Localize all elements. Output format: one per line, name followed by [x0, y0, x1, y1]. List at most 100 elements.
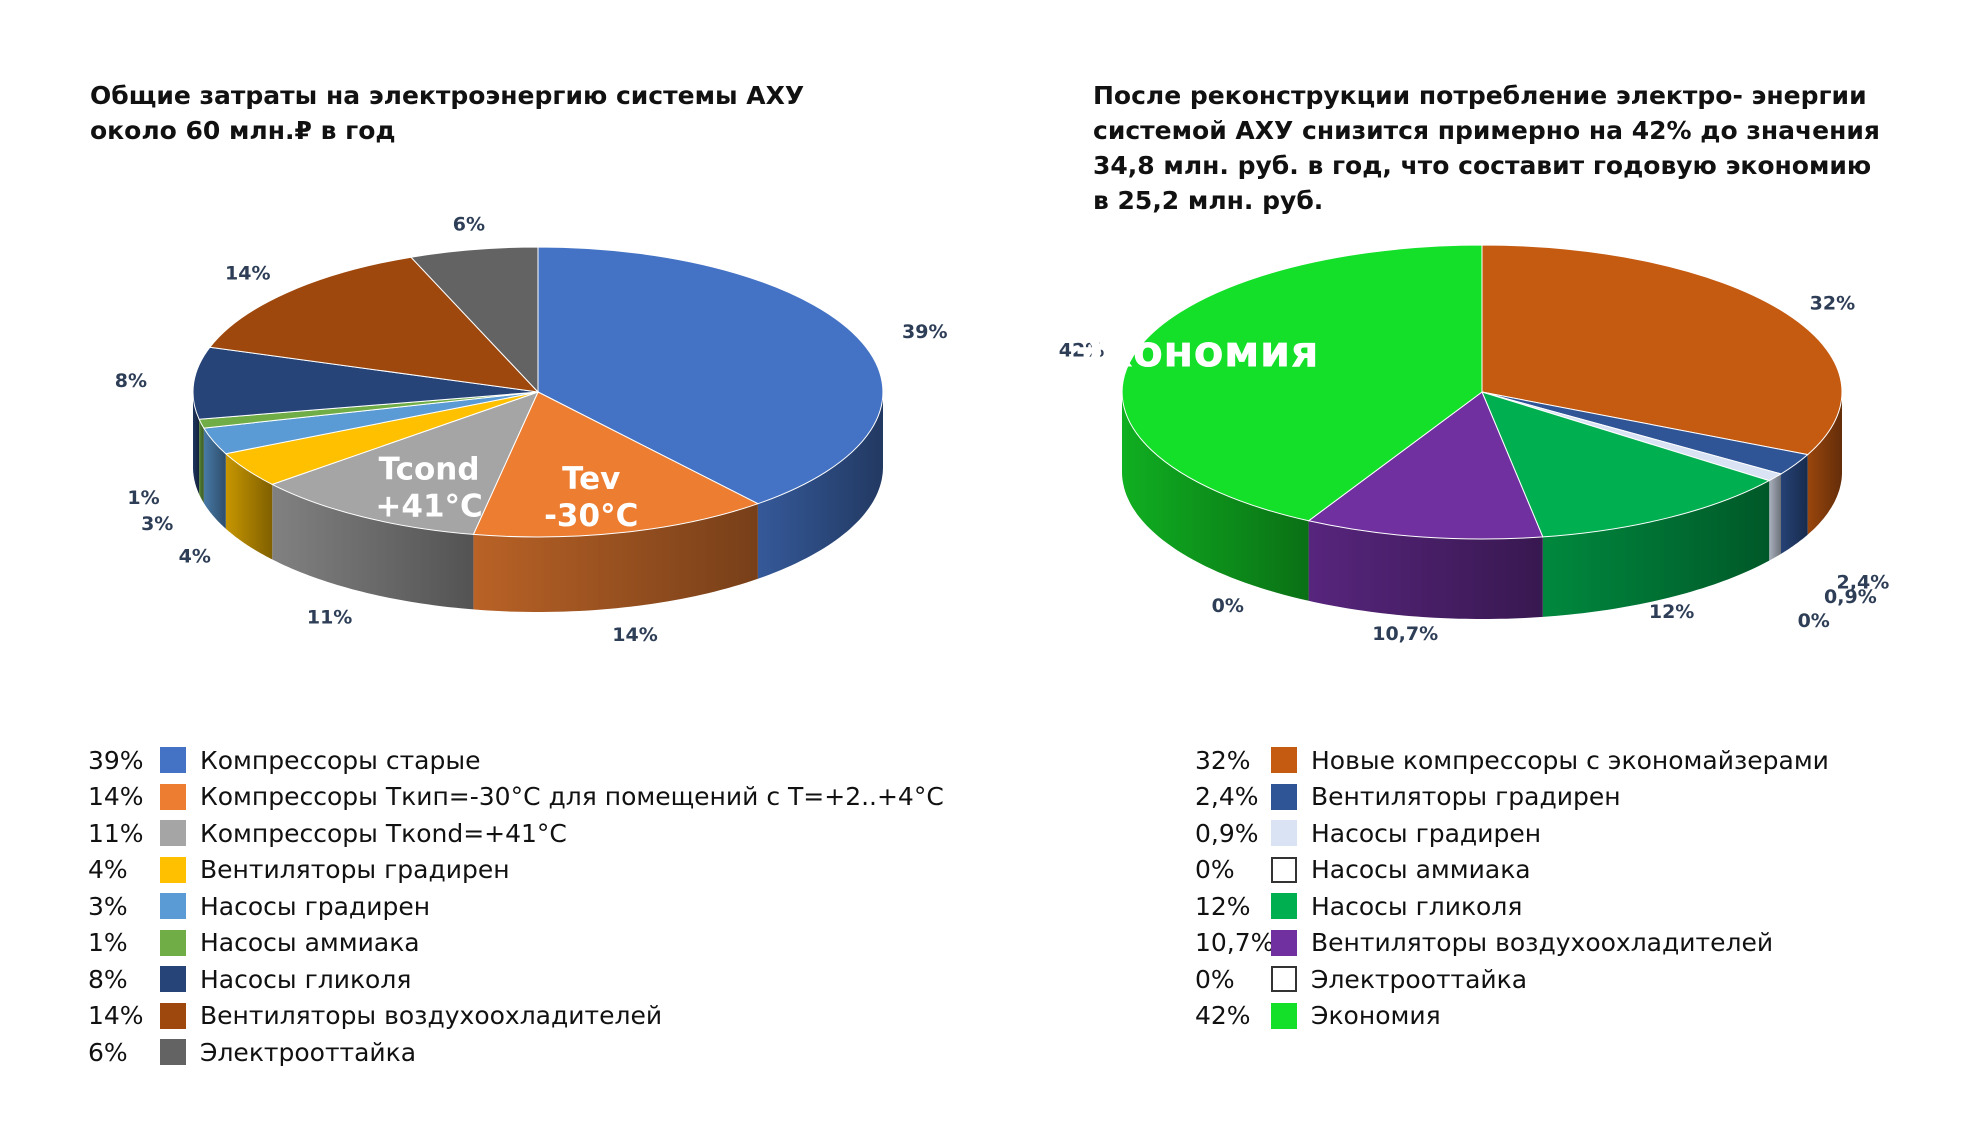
- legend-percent: 0,9%: [1195, 818, 1259, 848]
- data-label-2: 0,9%: [1824, 586, 1877, 608]
- data-label-0: 32%: [1810, 292, 1855, 314]
- legend-item: 39% Компрессоры старые: [88, 742, 944, 779]
- pie-slice-7: [1121, 244, 1483, 522]
- legend-label: Вентиляторы градирен: [200, 855, 510, 885]
- legend-item: 0% Насосы аммиака: [1195, 852, 1829, 889]
- legend-percent: 0%: [1195, 855, 1235, 885]
- legend-percent: 32%: [1195, 745, 1251, 775]
- data-label-7: 42%: [1059, 340, 1104, 362]
- pie-slice-4: [1481, 391, 1771, 538]
- legend-swatch: [160, 966, 186, 993]
- legend-percent: 2,4%: [1195, 782, 1259, 812]
- right-pie-chart: 32%2,4%0,9%0%12%10,7%0%42%42%Экономия: [1059, 244, 1889, 645]
- legend-item: 14% Компрессоры Ткип=-30°С для помещений …: [88, 779, 944, 816]
- legend-percent: 12%: [1195, 891, 1251, 921]
- legend-swatch: [1271, 856, 1297, 883]
- pie-slices: [192, 246, 884, 538]
- data-label-2: 11%: [307, 607, 352, 629]
- legend-percent: 8%: [88, 964, 128, 994]
- legend-percent: 14%: [88, 1001, 144, 1031]
- legend-item: 10,7% Вентиляторы воздухоохладителей: [1195, 925, 1829, 962]
- pie-side-1: [473, 503, 758, 612]
- legend-label: Электрооттайка: [200, 1037, 417, 1067]
- data-label-4: 3%: [141, 513, 173, 535]
- legend-label: Вентиляторы градирен: [1311, 782, 1621, 812]
- legend-swatch: [160, 1002, 186, 1029]
- legend-swatch: [160, 1039, 186, 1066]
- data-label-1: 14%: [612, 624, 657, 646]
- legend-percent: 42%: [1195, 1001, 1251, 1031]
- left-chart-title: Общие затраты на электроэнергию системы …: [90, 81, 805, 145]
- data-label-4: 12%: [1649, 601, 1694, 623]
- pie-slices: [1121, 244, 1843, 540]
- legend-percent: 11%: [88, 818, 144, 848]
- data-label-7: 14%: [225, 262, 270, 284]
- legend-item: 32% Новые компрессоры с экономайзерами: [1195, 742, 1829, 779]
- legend-label: Новые компрессоры с экономайзерами: [1311, 745, 1829, 775]
- legend-item: 1% Насосы аммиака: [88, 925, 944, 962]
- inner-label-1-0: Tcond: [379, 451, 480, 487]
- right-chart-panel: После реконструкции потребление электро-…: [990, 0, 1980, 1123]
- pie-slice-8: [409, 246, 539, 394]
- data-label-5: 10,7%: [1372, 623, 1438, 645]
- pie-slice-2: [270, 391, 539, 535]
- pie-side-5: [1308, 520, 1543, 619]
- pie-side-walls: [1122, 392, 1842, 619]
- pie-slice-7: [208, 256, 540, 393]
- data-label-0: 39%: [902, 321, 947, 343]
- legend-percent: 3%: [88, 891, 128, 921]
- pie-slice-0: [1481, 244, 1843, 456]
- legend-swatch: [1271, 820, 1297, 847]
- legend-percent: 0%: [1195, 964, 1235, 994]
- pie-side-2: [272, 484, 474, 610]
- inner-label-0-1: -30°C: [544, 498, 638, 534]
- legend-item: 6% Электрооттайка: [88, 1034, 944, 1071]
- legend-item: 4% Вентиляторы градирен: [88, 852, 944, 889]
- legend-swatch: [160, 747, 186, 774]
- inner-label-0-1: Экономия: [1071, 326, 1319, 377]
- legend-swatch: [160, 929, 186, 956]
- pie-slice-5: [1307, 391, 1544, 540]
- legend-label: Насосы гликоля: [1311, 891, 1523, 921]
- legend-percent: 14%: [88, 782, 144, 812]
- pie-side-7: [1122, 392, 1309, 601]
- legend-percent: 39%: [88, 745, 144, 775]
- legend-swatch: [160, 893, 186, 920]
- legend-item: 8% Насосы гликоля: [88, 961, 944, 998]
- pie-side-4: [203, 428, 226, 529]
- legend-label: Компрессоры Ткond=+41°С: [200, 818, 567, 848]
- data-label-1: 2,4%: [1837, 572, 1890, 594]
- data-label-8: 6%: [453, 214, 485, 236]
- legend-swatch: [160, 856, 186, 883]
- pie-side-0: [757, 392, 883, 579]
- pie-side-4: [1542, 480, 1770, 617]
- pie-side-1: [1781, 454, 1808, 554]
- legend-label: Вентиляторы воздухоохладителей: [200, 1001, 663, 1031]
- inner-label-0-0: 42%: [1071, 274, 1176, 325]
- legend-percent: 4%: [88, 855, 128, 885]
- legend-item: 12% Насосы гликоля: [1195, 888, 1829, 925]
- data-label-5: 1%: [127, 487, 159, 509]
- left-chart-panel: Общие затраты на электроэнергию системы …: [88, 81, 948, 1071]
- legend-swatch: [1271, 929, 1297, 956]
- right-chart-title: После реконструкции потребление электро-…: [1093, 81, 1880, 215]
- legend-label: Насосы градирен: [1311, 818, 1542, 848]
- pie-data-labels: 32%2,4%0,9%0%12%10,7%0%42%: [1059, 292, 1889, 645]
- legend-item: 11% Компрессоры Ткond=+41°С: [88, 815, 944, 852]
- legend-swatch: [1271, 783, 1297, 810]
- pie-data-labels: 39% 14% 11% 4% 3% 1% 8% 14% 6%: [115, 214, 948, 647]
- legend-label: Экономия: [1311, 1001, 1441, 1031]
- legend-swatch: [160, 783, 186, 810]
- left-pie-chart: 39% 14% 11% 4% 3% 1% 8% 14% 6% Tev-30°C Tcond+41°C: [115, 214, 948, 647]
- legend-item: 3% Насосы градирен: [88, 888, 944, 925]
- legend-item: 42% Экономия: [1195, 998, 1829, 1035]
- legend-item: 14% Вентиляторы воздухоохладителей: [88, 998, 944, 1035]
- pie-slice-0: [537, 246, 884, 505]
- data-label-6: 8%: [115, 370, 147, 392]
- pie-side-6: [193, 392, 200, 495]
- inner-label-1-1: +41°C: [375, 489, 482, 525]
- legend-label: Компрессоры старые: [200, 745, 481, 775]
- legend-label: Компрессоры Ткип=-30°С для помещений с Т…: [200, 782, 944, 812]
- inner-label-0-0: Tev: [562, 461, 620, 497]
- data-label-3: 4%: [179, 545, 211, 567]
